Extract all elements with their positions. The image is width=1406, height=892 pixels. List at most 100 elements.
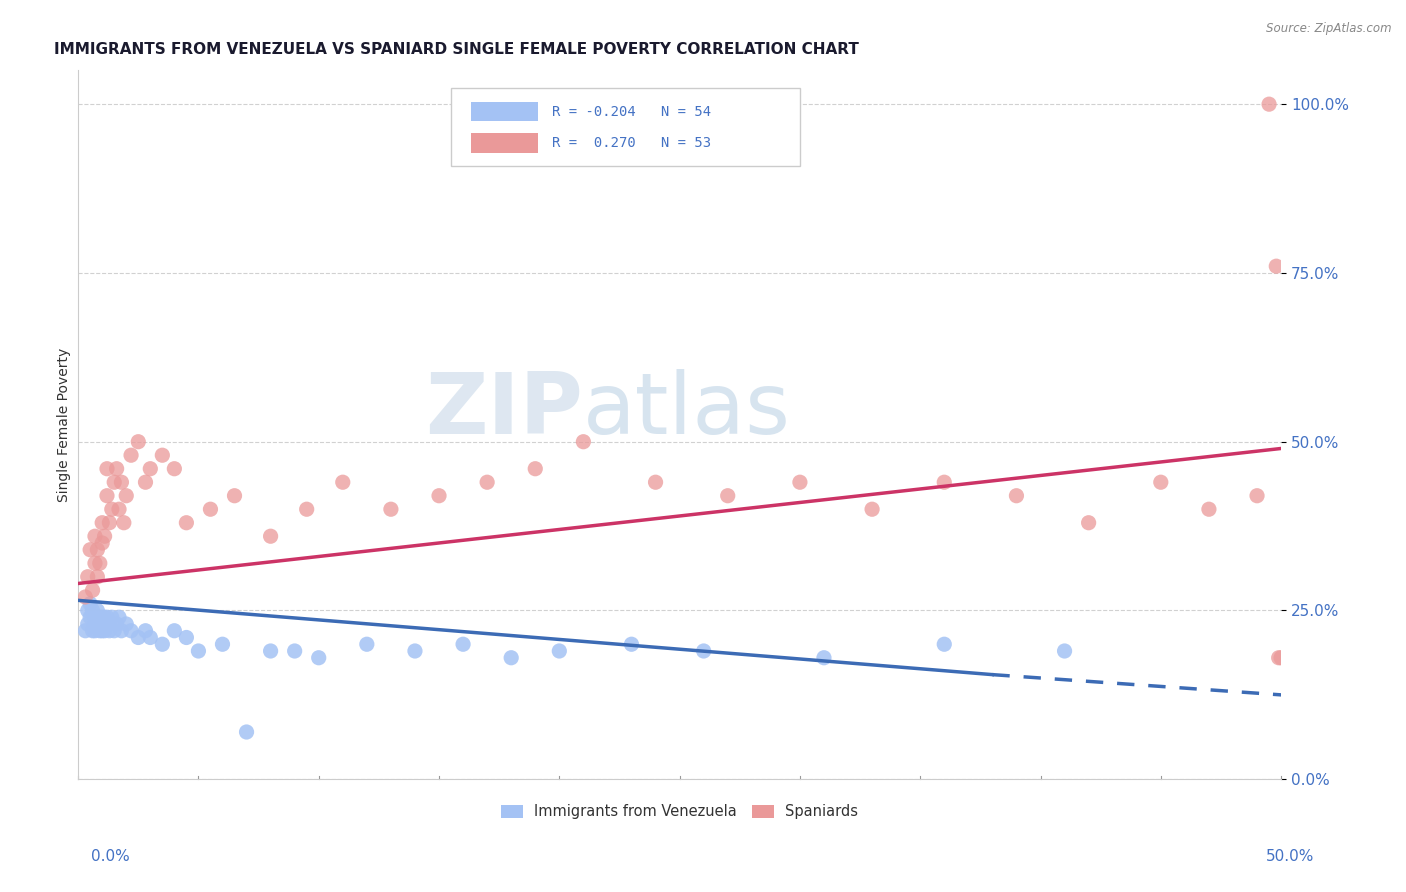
Point: [98, 624, 121, 638]
Point: [84, 556, 107, 570]
Point: [108, 610, 131, 624]
Point: [75, 590, 97, 604]
Point: [1267, 650, 1289, 665]
Point: [163, 624, 186, 638]
Point: [127, 631, 149, 645]
Point: [98, 516, 121, 530]
Point: [644, 475, 666, 490]
Text: atlas: atlas: [583, 369, 792, 452]
Point: [1246, 489, 1268, 503]
Point: [115, 617, 138, 632]
Point: [620, 637, 643, 651]
Point: [332, 475, 354, 490]
Point: [75, 624, 97, 638]
Point: [1258, 97, 1281, 112]
Point: [96, 489, 118, 503]
Point: [84, 610, 107, 624]
Point: [103, 475, 125, 490]
Point: [89, 617, 111, 632]
Point: [115, 489, 138, 503]
Point: [96, 617, 118, 632]
Point: [79, 542, 101, 557]
Point: [110, 624, 132, 638]
Y-axis label: Single Female Poverty: Single Female Poverty: [58, 348, 72, 502]
Point: [259, 644, 281, 658]
Point: [163, 461, 186, 475]
Point: [101, 610, 124, 624]
Point: [91, 536, 114, 550]
Point: [475, 475, 498, 490]
Point: [120, 448, 142, 462]
Point: [79, 610, 101, 624]
Point: [150, 637, 173, 651]
Point: [84, 624, 107, 638]
Point: [93, 610, 115, 624]
Text: R = -0.204   N = 54: R = -0.204 N = 54: [553, 104, 711, 119]
Point: [91, 610, 114, 624]
Point: [295, 502, 318, 516]
Point: [692, 644, 714, 658]
Point: [308, 650, 330, 665]
Point: [134, 475, 156, 490]
Point: [404, 644, 426, 658]
Point: [84, 529, 107, 543]
Point: [82, 583, 104, 598]
Point: [91, 617, 114, 632]
Point: [211, 637, 233, 651]
Point: [224, 489, 246, 503]
Point: [789, 475, 811, 490]
Text: 0.0%: 0.0%: [91, 849, 131, 864]
Point: [82, 624, 104, 638]
Text: ZIP: ZIP: [426, 369, 583, 452]
Point: [187, 644, 209, 658]
Point: [284, 644, 307, 658]
Text: Source: ZipAtlas.com: Source: ZipAtlas.com: [1267, 22, 1392, 36]
Point: [380, 502, 402, 516]
FancyBboxPatch shape: [471, 102, 537, 121]
Point: [127, 434, 149, 449]
Point: [91, 516, 114, 530]
Point: [96, 461, 118, 475]
Point: [176, 631, 198, 645]
Text: 50.0%: 50.0%: [1267, 849, 1315, 864]
Point: [105, 617, 128, 632]
Point: [139, 461, 162, 475]
Point: [86, 603, 108, 617]
Point: [813, 650, 835, 665]
FancyBboxPatch shape: [451, 88, 800, 166]
Point: [76, 603, 98, 617]
Point: [103, 624, 125, 638]
Point: [356, 637, 378, 651]
Point: [101, 502, 124, 516]
Point: [110, 475, 132, 490]
Point: [89, 624, 111, 638]
Point: [150, 448, 173, 462]
Legend: Immigrants from Venezuela, Spaniards: Immigrants from Venezuela, Spaniards: [495, 798, 865, 825]
Point: [1265, 259, 1288, 273]
Text: R =  0.270   N = 53: R = 0.270 N = 53: [553, 136, 711, 150]
Point: [93, 624, 115, 638]
Point: [112, 516, 135, 530]
Text: IMMIGRANTS FROM VENEZUELA VS SPANIARD SINGLE FEMALE POVERTY CORRELATION CHART: IMMIGRANTS FROM VENEZUELA VS SPANIARD SI…: [53, 42, 859, 57]
Point: [235, 725, 257, 739]
Point: [1198, 502, 1220, 516]
Point: [86, 610, 108, 624]
Point: [427, 489, 450, 503]
Point: [1077, 516, 1099, 530]
Point: [501, 650, 523, 665]
Point: [93, 529, 115, 543]
Point: [76, 570, 98, 584]
Point: [79, 597, 101, 611]
Point: [108, 502, 131, 516]
Point: [1270, 650, 1292, 665]
Point: [86, 617, 108, 632]
Point: [105, 461, 128, 475]
Point: [86, 542, 108, 557]
Point: [572, 434, 595, 449]
Point: [86, 570, 108, 584]
Point: [82, 603, 104, 617]
Point: [717, 489, 740, 503]
Point: [451, 637, 474, 651]
Point: [120, 624, 142, 638]
Point: [1053, 644, 1076, 658]
